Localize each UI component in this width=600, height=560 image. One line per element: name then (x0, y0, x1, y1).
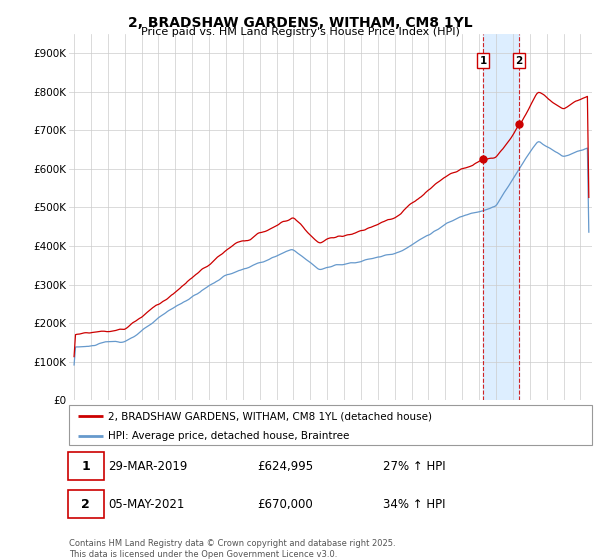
Text: 2: 2 (82, 498, 90, 511)
Text: 1: 1 (82, 460, 90, 473)
Text: 1: 1 (479, 55, 487, 66)
Text: HPI: Average price, detached house, Braintree: HPI: Average price, detached house, Brai… (108, 431, 350, 441)
Text: 2, BRADSHAW GARDENS, WITHAM, CM8 1YL: 2, BRADSHAW GARDENS, WITHAM, CM8 1YL (128, 16, 472, 30)
Text: £670,000: £670,000 (257, 498, 313, 511)
Text: Contains HM Land Registry data © Crown copyright and database right 2025.
This d: Contains HM Land Registry data © Crown c… (69, 539, 395, 559)
Text: £624,995: £624,995 (257, 460, 313, 473)
FancyBboxPatch shape (69, 405, 592, 445)
Text: 34% ↑ HPI: 34% ↑ HPI (383, 498, 445, 511)
Text: 2: 2 (515, 55, 523, 66)
Text: Price paid vs. HM Land Registry's House Price Index (HPI): Price paid vs. HM Land Registry's House … (140, 27, 460, 37)
Text: 05-MAY-2021: 05-MAY-2021 (108, 498, 185, 511)
Text: 2, BRADSHAW GARDENS, WITHAM, CM8 1YL (detached house): 2, BRADSHAW GARDENS, WITHAM, CM8 1YL (de… (108, 411, 432, 421)
Text: 27% ↑ HPI: 27% ↑ HPI (383, 460, 446, 473)
FancyBboxPatch shape (68, 490, 104, 518)
Text: 29-MAR-2019: 29-MAR-2019 (108, 460, 188, 473)
Bar (483, 34, 519, 400)
FancyBboxPatch shape (68, 452, 104, 480)
